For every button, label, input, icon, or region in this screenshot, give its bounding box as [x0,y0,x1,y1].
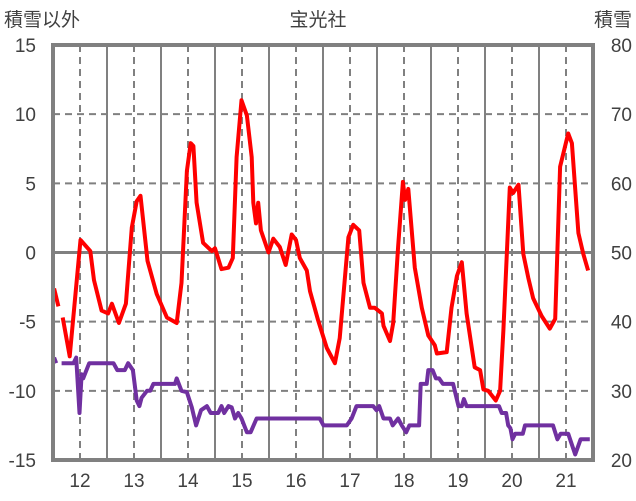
x-tick-label: 14 [177,471,199,492]
gridlines [53,45,593,460]
right-y-tick-label: 50 [611,244,632,265]
x-tick-label: 19 [447,471,468,492]
right-y-tick-label: 20 [611,451,632,472]
left-y-ticks: -15 -10 -5 0 5 10 15 [9,36,36,472]
x-ticks: 12 13 14 15 16 17 18 19 20 21 [69,471,576,492]
x-tick-label: 20 [501,471,522,492]
right-y-tick-label: 40 [611,313,632,334]
left-y-tick-label: 10 [15,105,36,126]
left-y-tick-label: 5 [25,174,36,195]
left-axis-label: 積雪以外 [4,9,80,31]
x-tick-label: 15 [231,471,252,492]
x-tick-label: 16 [285,471,306,492]
left-y-tick-label: 0 [25,244,36,265]
chart-title: 宝光社 [289,9,346,31]
right-y-tick-label: 80 [611,36,632,57]
right-y-tick-label: 70 [611,105,632,126]
right-y-ticks: 20 30 40 50 60 70 80 [611,36,632,472]
x-tick-label: 13 [123,471,144,492]
x-tick-label: 12 [69,471,90,492]
plot-frame [51,43,595,462]
left-y-tick-label: -5 [19,313,36,334]
right-axis-label: 積雪 [594,9,632,31]
x-tick-label: 21 [555,471,576,492]
series-line-non-snow [60,98,591,403]
right-y-tick-label: 30 [611,382,632,403]
left-y-tick-label: 15 [15,36,36,57]
series-line-snow [61,355,590,457]
left-y-tick-label: -10 [9,382,36,403]
right-y-tick-label: 60 [611,174,632,195]
left-y-tick-label: -15 [9,451,36,472]
x-tick-label: 18 [393,471,414,492]
x-tick-label: 17 [339,471,360,492]
